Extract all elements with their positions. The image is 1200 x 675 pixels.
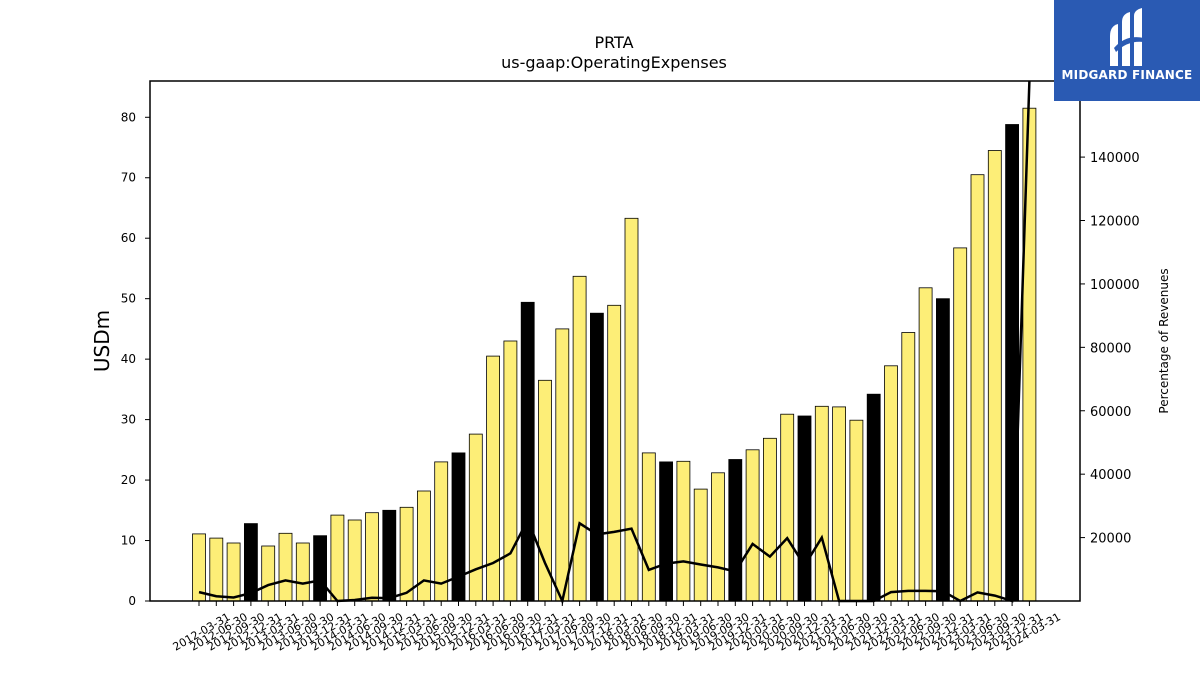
bar-2019-03-31 <box>676 460 691 602</box>
chart-subtitle: us-gaap:OperatingExpenses <box>501 53 727 72</box>
bar-2019-09-30 <box>711 472 725 602</box>
bar-2019-12-31 <box>728 459 743 602</box>
y2-tick-label: 80000 <box>1090 341 1131 356</box>
y2-axis-label: Percentage of Revenues <box>1157 268 1171 413</box>
bar-2023-12-31 <box>1005 124 1019 602</box>
bar-2023-03-31 <box>953 247 968 602</box>
right-axis: 20000 40000 60000 80000 100000 120000 140000 <box>1080 151 1140 547</box>
bar-2017-03-31 <box>538 379 552 602</box>
bar-2015-09-30 <box>434 461 449 602</box>
bar-2019-06-30 <box>693 488 708 602</box>
bar-2012-12-31 <box>243 523 258 602</box>
y-tick-label: 30 <box>121 413 136 427</box>
bar-2018-09-30 <box>641 452 656 602</box>
y-axis-label: USDm <box>90 310 114 372</box>
plot-frame <box>149 80 1081 602</box>
bar-2022-09-30 <box>918 287 933 602</box>
bar-2014-06-30 <box>347 519 362 602</box>
bar-2021-09-30 <box>849 419 864 602</box>
bar-2016-12-31 <box>520 301 535 602</box>
left-axis: 0 10 20 30 40 50 60 70 80 <box>121 110 150 608</box>
x-axis: 2012-03-312012-06-302012-09-302012-12-31… <box>171 601 1063 654</box>
bar-2018-03-31 <box>607 304 622 602</box>
bar-2014-03-31 <box>330 514 345 602</box>
bar-2023-09-30 <box>987 150 1002 602</box>
y-tick-label: 70 <box>121 171 136 185</box>
y2-tick-label: 100000 <box>1090 278 1140 293</box>
bar-2012-09-30 <box>226 542 241 602</box>
y2-tick-label: 20000 <box>1090 532 1131 547</box>
bar-2018-12-31 <box>659 461 673 602</box>
y-tick-label: 40 <box>121 352 136 366</box>
bar-2021-12-31 <box>866 393 881 602</box>
bar-2014-09-30 <box>365 512 379 602</box>
bar-2015-03-31 <box>399 506 414 602</box>
y2-tick-label: 120000 <box>1090 215 1140 230</box>
bar-2013-12-31 <box>313 535 328 602</box>
bar-2017-06-30 <box>555 328 570 602</box>
chart-title: PRTA <box>594 33 633 52</box>
bar-2017-12-31 <box>590 312 604 602</box>
bars-group <box>192 107 1037 602</box>
bar-2016-03-31 <box>468 433 483 602</box>
y-tick-label: 60 <box>121 231 136 245</box>
y2-tick-label: 40000 <box>1090 468 1131 483</box>
y2-tick-label: 60000 <box>1090 405 1131 420</box>
bar-2020-09-30 <box>780 413 795 602</box>
bar-2022-12-31 <box>936 298 950 602</box>
bar-2017-09-30 <box>572 275 587 602</box>
bar-2022-03-31 <box>884 365 898 602</box>
bar-2023-06-30 <box>970 174 985 602</box>
y-tick-label: 0 <box>128 594 136 608</box>
y-tick-label: 50 <box>121 292 136 306</box>
bar-2020-06-30 <box>763 437 777 602</box>
midgard-finance-logo: MIDGARD FINANCE <box>1054 0 1200 101</box>
bar-2013-03-31 <box>261 545 276 602</box>
bar-2013-06-30 <box>278 532 293 602</box>
bar-2022-06-30 <box>901 332 916 602</box>
bar-2016-09-30 <box>503 340 518 602</box>
bar-2021-06-30 <box>832 406 846 602</box>
logo-text: MIDGARD FINANCE <box>1061 68 1193 82</box>
y-tick-label: 10 <box>121 534 136 548</box>
bar-2018-06-30 <box>624 217 639 602</box>
bar-2012-06-30 <box>209 537 224 602</box>
bar-2020-03-31 <box>745 449 760 602</box>
bar-2021-03-31 <box>814 405 829 602</box>
bar-2012-03-31 <box>192 533 206 602</box>
bar-2014-12-31 <box>382 509 397 602</box>
y-tick-label: 20 <box>121 473 136 487</box>
bar-2020-12-31 <box>797 415 812 602</box>
y2-tick-label: 140000 <box>1090 151 1140 166</box>
bar-2013-09-30 <box>295 542 310 602</box>
midgard-logo-icon <box>1110 8 1144 66</box>
y-tick-label: 80 <box>121 110 136 124</box>
